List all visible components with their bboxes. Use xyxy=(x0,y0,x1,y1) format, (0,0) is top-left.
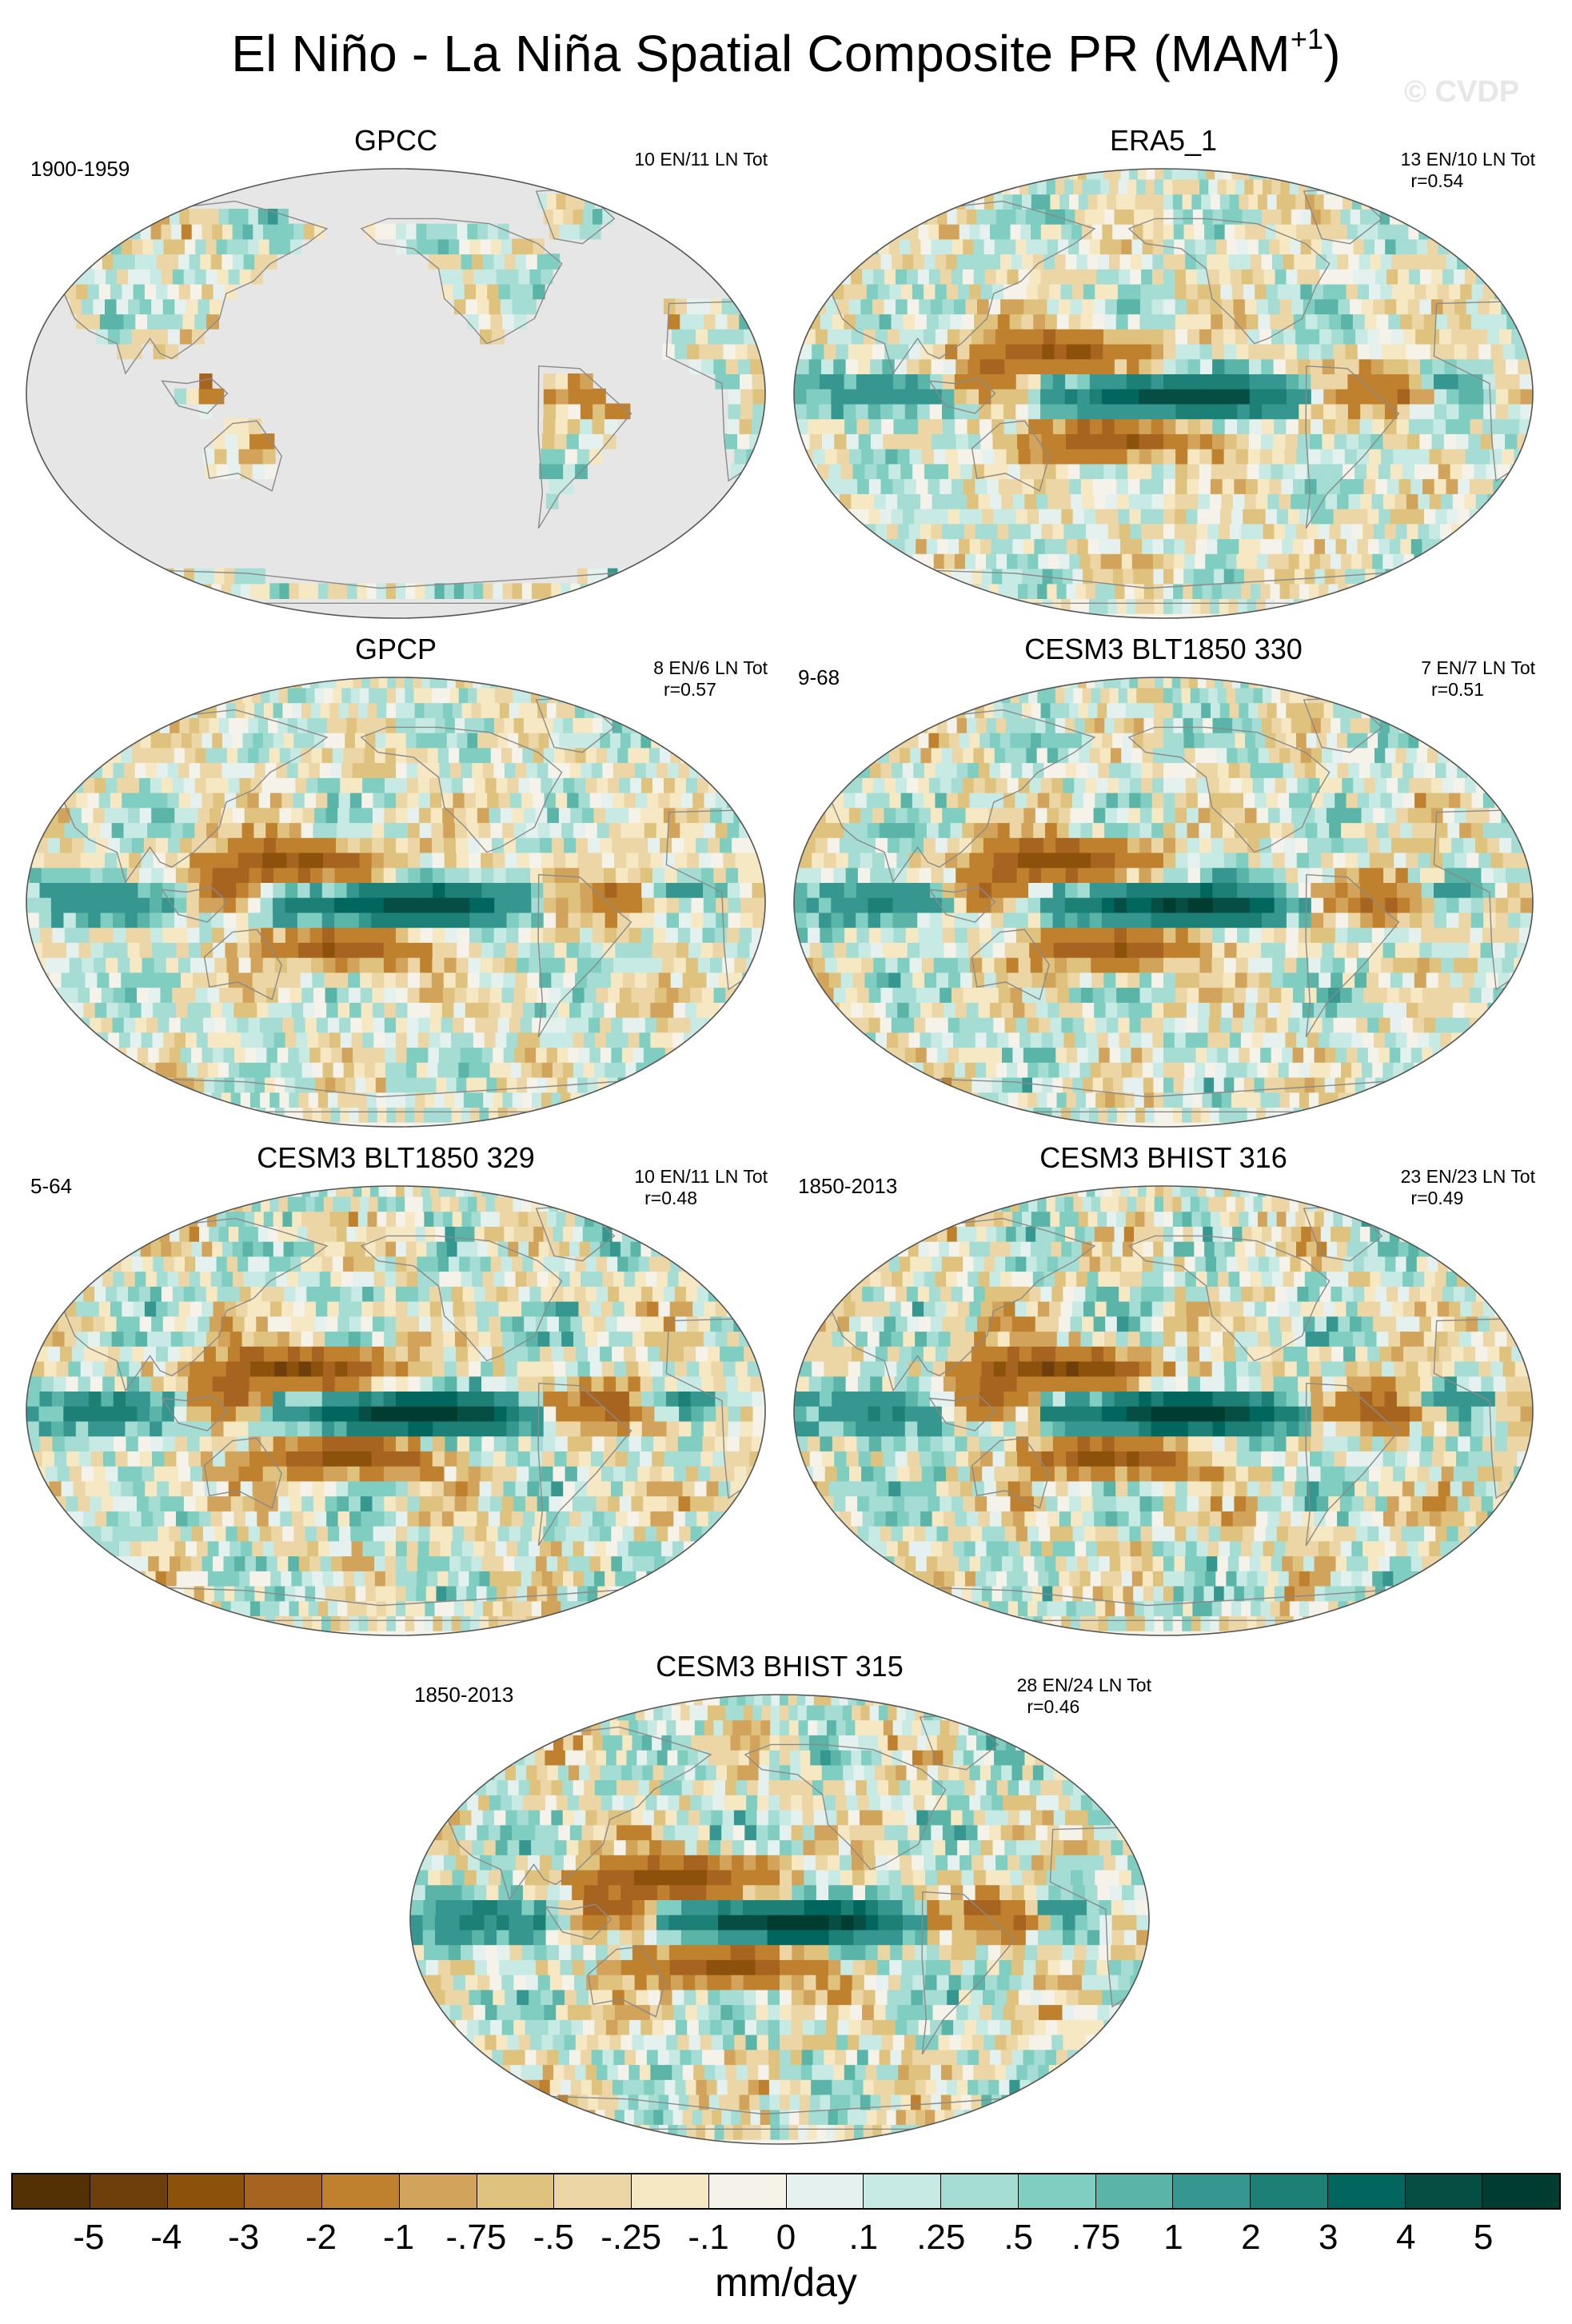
precip-field xyxy=(794,1186,1533,1635)
colorbar-swatch xyxy=(1095,2174,1174,2208)
colorbar-tick-label: 3 xyxy=(1319,2218,1339,2257)
colorbar-swatch xyxy=(708,2174,787,2208)
event-counts: 7 EN/7 LN Tot r=0.51 xyxy=(1421,657,1535,700)
map-panel-blt1850-330: CESM3 BLT1850 330 9-68 7 EN/7 LN Tot r=0… xyxy=(792,633,1535,1129)
map-panel-era5: ERA5_1 13 EN/10 LN Tot r=0.54 xyxy=(792,125,1535,621)
panel-title: CESM3 BLT1850 330 xyxy=(1024,633,1303,665)
panel-title: CESM3 BLT1850 329 xyxy=(257,1141,535,1174)
colorbar-tick-label: 1 xyxy=(1163,2218,1183,2257)
page-title: El Niño - La Niña Spatial Composite PR (… xyxy=(231,22,1341,83)
panel-title: ERA5_1 xyxy=(1109,124,1218,157)
map-panel-bhist-316: CESM3 BHIST 316 1850-2013 23 EN/23 LN To… xyxy=(792,1142,1535,1638)
colorbar-tick-label: .5 xyxy=(1003,2218,1034,2257)
colorbar-swatch xyxy=(399,2174,477,2208)
colorbar-swatch xyxy=(632,2174,709,2208)
panel-title: GPCP xyxy=(354,633,437,665)
event-counts: 23 EN/23 LN Tot r=0.49 xyxy=(1400,1166,1535,1208)
colorbar-tick-label: -.5 xyxy=(533,2218,574,2257)
map-panel-gpcc: GPCC 1900-1959 10 EN/11 LN Tot xyxy=(24,125,768,621)
precip-field xyxy=(26,1186,765,1635)
colorbar-tick-label: .75 xyxy=(1071,2218,1121,2257)
period-label: 1850-2013 xyxy=(798,1174,898,1198)
precip-map-blt1850-330 xyxy=(793,677,1534,1128)
colorbar-swatch xyxy=(1327,2174,1406,2208)
period-label: 1850-2013 xyxy=(414,1683,514,1707)
colorbar-swatch xyxy=(1251,2174,1328,2208)
colorbar-swatch xyxy=(1405,2174,1483,2208)
colorbar-swatch xyxy=(322,2174,400,2208)
colorbar-tick-label: -2 xyxy=(305,2218,337,2257)
colorbar-tick-label: -.25 xyxy=(600,2218,662,2257)
colorbar-swatch xyxy=(1482,2174,1559,2208)
period-label: 9-68 xyxy=(798,665,840,689)
colorbar-tick-label: -1 xyxy=(382,2218,415,2257)
period-label: 5-64 xyxy=(30,1174,73,1198)
colorbar-swatch xyxy=(90,2174,168,2208)
colorbar xyxy=(11,2173,1561,2210)
precip-field xyxy=(410,1695,1149,2144)
precip-map-gpcp xyxy=(26,677,766,1128)
colorbar-units: mm/day xyxy=(715,2260,857,2305)
event-counts: 28 EN/24 LN Tot r=0.46 xyxy=(1016,1675,1151,1717)
event-counts: 8 EN/6 LN Tot r=0.57 xyxy=(653,657,768,700)
colorbar-tick-label: -4 xyxy=(150,2218,182,2257)
colorbar-swatch xyxy=(245,2174,322,2208)
colorbar-tick-label: -3 xyxy=(228,2218,260,2257)
colorbar-swatch xyxy=(1018,2174,1096,2208)
colorbar-swatch xyxy=(941,2174,1019,2208)
colorbar-swatch xyxy=(554,2174,632,2208)
colorbar-tick-label: 5 xyxy=(1473,2218,1494,2257)
panel-title: CESM3 BHIST 315 xyxy=(656,1650,904,1683)
colorbar-tick-label: 0 xyxy=(776,2218,796,2257)
precip-map-bhist-316 xyxy=(793,1185,1534,1636)
colorbar-tick-label: .25 xyxy=(916,2218,966,2257)
event-counts: 10 EN/11 LN Tot r=0.48 xyxy=(634,1166,768,1208)
colorbar-swatch xyxy=(864,2174,941,2208)
map-panel-gpcp: GPCP 8 EN/6 LN Tot r=0.57 xyxy=(24,633,768,1129)
precip-map-gpcc xyxy=(26,168,766,619)
colorbar-tick-label: .1 xyxy=(848,2218,879,2257)
event-counts: 10 EN/11 LN Tot xyxy=(634,149,768,170)
panel-title: CESM3 BHIST 316 xyxy=(1039,1141,1287,1174)
colorbar-tick-label: -.75 xyxy=(445,2218,507,2257)
colorbar-swatch xyxy=(13,2174,90,2208)
map-panel-blt1850-329: CESM3 BLT1850 329 5-64 10 EN/11 LN Tot r… xyxy=(24,1142,768,1638)
colorbar-swatch xyxy=(167,2174,245,2208)
colorbar-tick-label: 2 xyxy=(1241,2218,1261,2257)
panel-title: GPCC xyxy=(353,124,437,157)
precip-map-blt1850-329 xyxy=(26,1185,766,1636)
colorbar-swatch xyxy=(1173,2174,1251,2208)
watermark: © CVDP xyxy=(1404,75,1520,109)
precip-map-era5 xyxy=(793,168,1534,619)
period-label: 1900-1959 xyxy=(30,157,130,181)
colorbar-swatch xyxy=(786,2174,864,2208)
map-panel-bhist-315: CESM3 BHIST 315 1850-2013 28 EN/24 LN To… xyxy=(408,1651,1151,2146)
colorbar-tick-label: -.1 xyxy=(688,2218,729,2257)
precip-map-bhist-315 xyxy=(409,1694,1150,2145)
colorbar-swatch xyxy=(477,2174,555,2208)
colorbar-tick-label: 4 xyxy=(1395,2218,1416,2257)
colorbar-tick-label: -5 xyxy=(73,2218,105,2257)
event-counts: 13 EN/10 LN Tot r=0.54 xyxy=(1400,149,1535,191)
